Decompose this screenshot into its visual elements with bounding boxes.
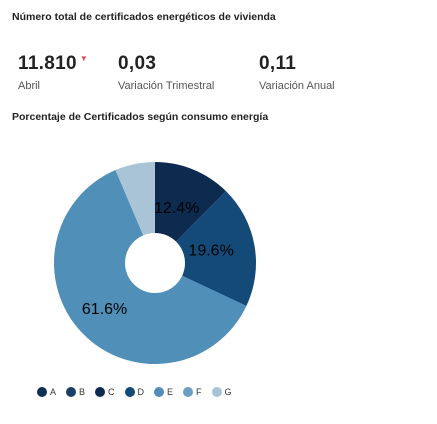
legend-label: D bbox=[137, 387, 145, 397]
donut-hole bbox=[125, 233, 185, 293]
legend-label: E bbox=[167, 387, 174, 397]
kpi-total-certificates: 11.810 ▼ Abril bbox=[18, 52, 88, 92]
kpi-quarterly-variation: 0,03 Variación Trimestral bbox=[118, 52, 214, 92]
legend-item-g[interactable]: G bbox=[211, 387, 232, 397]
pie-slice-d[interactable] bbox=[155, 191, 256, 307]
trend-down-icon: ▼ bbox=[79, 54, 89, 63]
legend-item-f[interactable]: F bbox=[183, 387, 202, 397]
slice-data-label: 12.4% bbox=[154, 200, 199, 217]
kpi-section-title: Número total de certificados energéticos… bbox=[12, 11, 276, 23]
kpi-value: 0,03 bbox=[118, 53, 157, 74]
legend-swatch bbox=[66, 387, 77, 397]
legend-label: B bbox=[79, 387, 86, 397]
kpi-value: 11.810 bbox=[18, 53, 77, 74]
kpi-label: Abril bbox=[18, 80, 41, 92]
pie-chart[interactable]: 12.4% 19.6% 61.6% bbox=[52, 160, 258, 366]
legend-swatch bbox=[95, 387, 106, 397]
kpi-annual-variation: 0,11 Variación Anual bbox=[259, 52, 335, 92]
legend-item-d[interactable]: D bbox=[124, 387, 145, 397]
pie-chart-svg: 12.4% 19.6% 61.6% bbox=[53, 162, 256, 364]
legend-item-b[interactable]: B bbox=[66, 387, 85, 397]
legend-item-a[interactable]: A bbox=[37, 387, 56, 397]
slice-data-label: 61.6% bbox=[82, 301, 127, 318]
legend-swatch bbox=[154, 387, 165, 397]
kpi-label: Variación Anual bbox=[259, 80, 335, 92]
legend-item-e[interactable]: E bbox=[154, 387, 173, 397]
chart-legend: A B C D E F G bbox=[37, 387, 232, 397]
pie-slice-c[interactable] bbox=[155, 162, 226, 263]
legend-label: G bbox=[224, 387, 232, 397]
legend-swatch bbox=[211, 387, 222, 397]
legend-swatch bbox=[183, 387, 194, 397]
legend-swatch bbox=[124, 387, 135, 397]
legend-item-c[interactable]: C bbox=[95, 387, 115, 397]
kpi-label: Variación Trimestral bbox=[118, 80, 215, 92]
legend-label: F bbox=[196, 387, 202, 397]
chart-title: Porcentaje de Certificados según consumo… bbox=[12, 111, 269, 123]
legend-label: C bbox=[108, 387, 115, 397]
slice-data-label: 19.6% bbox=[188, 243, 233, 260]
kpi-value: 0,11 bbox=[259, 53, 297, 74]
legend-swatch bbox=[37, 387, 47, 397]
legend-label: A bbox=[50, 387, 57, 397]
